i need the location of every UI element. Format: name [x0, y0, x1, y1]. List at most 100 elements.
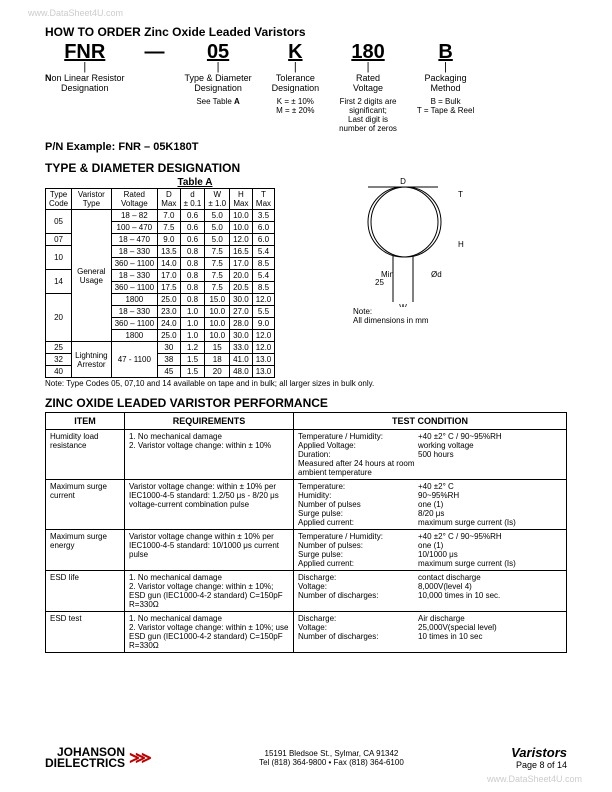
perf-condition: Discharge:contact dischargeVoltage:8,000… — [294, 571, 567, 612]
ordering-detail: B = BulkT = Tape & Reel — [417, 97, 474, 115]
svg-text:W: W — [399, 303, 407, 307]
svg-text:25: 25 — [375, 278, 384, 287]
table-cell: 18 – 330 — [111, 246, 157, 258]
table-cell: 10 — [46, 246, 72, 270]
table-cell: 0.8 — [180, 282, 205, 294]
table-header-cell: RatedVoltage — [111, 189, 157, 210]
pn-example: P/N Example: FNR – 05K180T — [45, 141, 567, 153]
perf-item: ESD life — [46, 571, 125, 612]
ordering-column: 180|RatedVoltageFirst 2 digits aresignif… — [339, 41, 397, 133]
table-cell: 18 – 330 — [111, 270, 157, 282]
table-cell: 12.0 — [252, 330, 275, 342]
table-cell: 13.0 — [252, 354, 275, 366]
ordering-detail: See Table A — [196, 97, 239, 106]
table-cell: 30 — [158, 342, 181, 354]
table-cell: 1800 — [111, 294, 157, 306]
perf-requirements: Varistor voltage change within ± 10% per… — [125, 530, 294, 571]
perf-header: REQUIREMENTS — [125, 413, 294, 430]
table-cell: GeneralUsage — [72, 210, 111, 342]
perf-item: Maximum surge current — [46, 480, 125, 530]
table-cell: 0.8 — [180, 270, 205, 282]
table-cell: 3.5 — [252, 210, 275, 222]
table-cell: 0.8 — [180, 258, 205, 270]
table-cell: 7.5 — [205, 270, 230, 282]
table-cell: 5.4 — [252, 246, 275, 258]
ordering-label: ToleranceDesignation — [272, 73, 320, 93]
table-cell: 27.0 — [230, 306, 253, 318]
perf-item: Humidity load resistance — [46, 430, 125, 480]
table-cell: 28.0 — [230, 318, 253, 330]
ordering-detail: K = ± 10%M = ± 20% — [276, 97, 314, 115]
table-a: TypeCodeVaristorTypeRatedVoltageDMaxd± 0… — [45, 188, 275, 378]
perf-condition: Temperature / Humidity:+40 ±2° C / 90~95… — [294, 430, 567, 480]
table-cell: 16.5 — [230, 246, 253, 258]
table-cell: 47 - 1100 — [111, 342, 157, 378]
table-cell: 7.5 — [205, 258, 230, 270]
type-diameter-heading: TYPE & DIAMETER DESIGNATION — [45, 161, 567, 175]
table-cell: 7.0 — [158, 210, 181, 222]
table-cell: 15 — [205, 342, 230, 354]
table-cell: 25.0 — [158, 294, 181, 306]
table-cell: 41.0 — [230, 354, 253, 366]
table-header-cell: d± 0.1 — [180, 189, 205, 210]
perf-condition: Temperature:+40 ±2° CHumidity:90~95%RHNu… — [294, 480, 567, 530]
table-cell: 18 – 330 — [111, 306, 157, 318]
table-cell: 7.5 — [158, 222, 181, 234]
table-cell: 30.0 — [230, 294, 253, 306]
table-cell: 12.0 — [230, 234, 253, 246]
table-cell: 17.0 — [230, 258, 253, 270]
table-cell: 1.2 — [180, 342, 205, 354]
table-cell: 7.5 — [205, 246, 230, 258]
footer-product: Varistors Page 8 of 14 — [511, 745, 567, 770]
table-header-cell: HMax — [230, 189, 253, 210]
table-header-cell: DMax — [158, 189, 181, 210]
table-cell: 25 — [46, 342, 72, 354]
diagram-note: Note: All dimensions in mm — [353, 307, 463, 325]
table-a-footnote: Note: Type Codes 05, 07,10 and 14 availa… — [45, 379, 567, 388]
table-cell: 0.8 — [180, 246, 205, 258]
table-cell: 100 – 470 — [111, 222, 157, 234]
perf-condition: Discharge:Air dischargeVoltage:25,000V(s… — [294, 612, 567, 653]
perf-requirements: Varistor voltage change: within ± 10% pe… — [125, 480, 294, 530]
perf-header: ITEM — [46, 413, 125, 430]
table-cell: 10.0 — [205, 306, 230, 318]
table-cell: 0.6 — [180, 210, 205, 222]
ordering-label: PackagingMethod — [425, 73, 467, 93]
perf-requirements: 1. No mechanical damage2. Varistor volta… — [125, 430, 294, 480]
table-cell: 18 — [205, 354, 230, 366]
table-header-cell: TMax — [252, 189, 275, 210]
table-cell: 8.5 — [252, 258, 275, 270]
table-cell: 6.0 — [252, 234, 275, 246]
perf-condition: Temperature / Humidity:+40 ±2° C / 90~95… — [294, 530, 567, 571]
table-cell: 32 — [46, 354, 72, 366]
ordering-diagram: FNR|Non Linear ResistorDesignation—05|Ty… — [45, 41, 567, 133]
ordering-column: FNR|Non Linear ResistorDesignation — [45, 41, 125, 133]
table-cell: 0.6 — [180, 222, 205, 234]
table-cell: 1.5 — [180, 366, 205, 378]
table-cell: 10.0 — [205, 330, 230, 342]
table-cell: 13.0 — [252, 366, 275, 378]
table-cell: 25.0 — [158, 330, 181, 342]
table-cell: 48.0 — [230, 366, 253, 378]
table-cell: 7.5 — [205, 282, 230, 294]
table-cell: 360 – 1100 — [111, 282, 157, 294]
ordering-column: K|ToleranceDesignationK = ± 10%M = ± 20% — [272, 41, 320, 133]
logo-icon: ⋙ — [129, 748, 152, 768]
svg-text:T: T — [458, 190, 463, 199]
svg-text:H: H — [458, 240, 464, 249]
table-cell: 15.0 — [205, 294, 230, 306]
table-cell: 30.0 — [230, 330, 253, 342]
table-cell: 20.5 — [230, 282, 253, 294]
perf-item: ESD test — [46, 612, 125, 653]
table-cell: 5.0 — [205, 210, 230, 222]
table-cell: 1.0 — [180, 330, 205, 342]
ordering-label: Non Linear ResistorDesignation — [45, 73, 125, 93]
table-cell: 12.0 — [252, 342, 275, 354]
table-cell: 20 — [46, 294, 72, 342]
table-cell: 13.5 — [158, 246, 181, 258]
table-cell: 5.4 — [252, 270, 275, 282]
company-logo: JOHANSON DIELECTRICS ⋙ — [45, 747, 152, 769]
table-header-cell: W± 1.0 — [205, 189, 230, 210]
svg-text:Ød: Ød — [431, 270, 442, 279]
table-cell: 10.0 — [230, 222, 253, 234]
